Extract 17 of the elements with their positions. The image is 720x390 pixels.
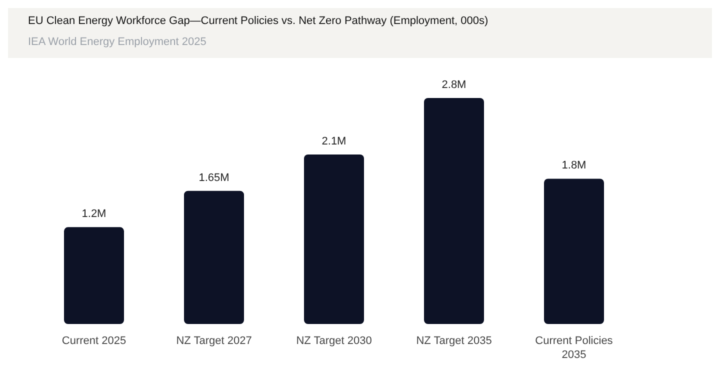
bar xyxy=(184,190,244,324)
bar xyxy=(64,227,124,324)
bar xyxy=(424,98,484,324)
x-tick-label: Current 2025 xyxy=(62,335,126,347)
data-label: 1.8M xyxy=(562,160,586,172)
x-tick-label: NZ Target 2030 xyxy=(296,335,372,347)
bar xyxy=(544,178,604,324)
chart-title: EU Clean Energy Workforce Gap—Current Policies vs. Net Zero Pathway (Employment, 000s) xyxy=(28,15,490,27)
data-label: 1.65M xyxy=(198,172,230,184)
bar xyxy=(304,154,364,324)
data-label: 2.1M xyxy=(322,136,346,148)
x-tick-label: NZ Target 2027 xyxy=(176,335,252,347)
data-label: 2.8M xyxy=(442,79,466,91)
data-label: 1.2M xyxy=(82,208,106,220)
chart-subtitle: IEA World Energy Employment 2025 xyxy=(28,36,208,48)
x-tick-label: NZ Target 2035 xyxy=(416,335,492,347)
x-tick-label: Current Policies 2035 xyxy=(535,335,614,361)
